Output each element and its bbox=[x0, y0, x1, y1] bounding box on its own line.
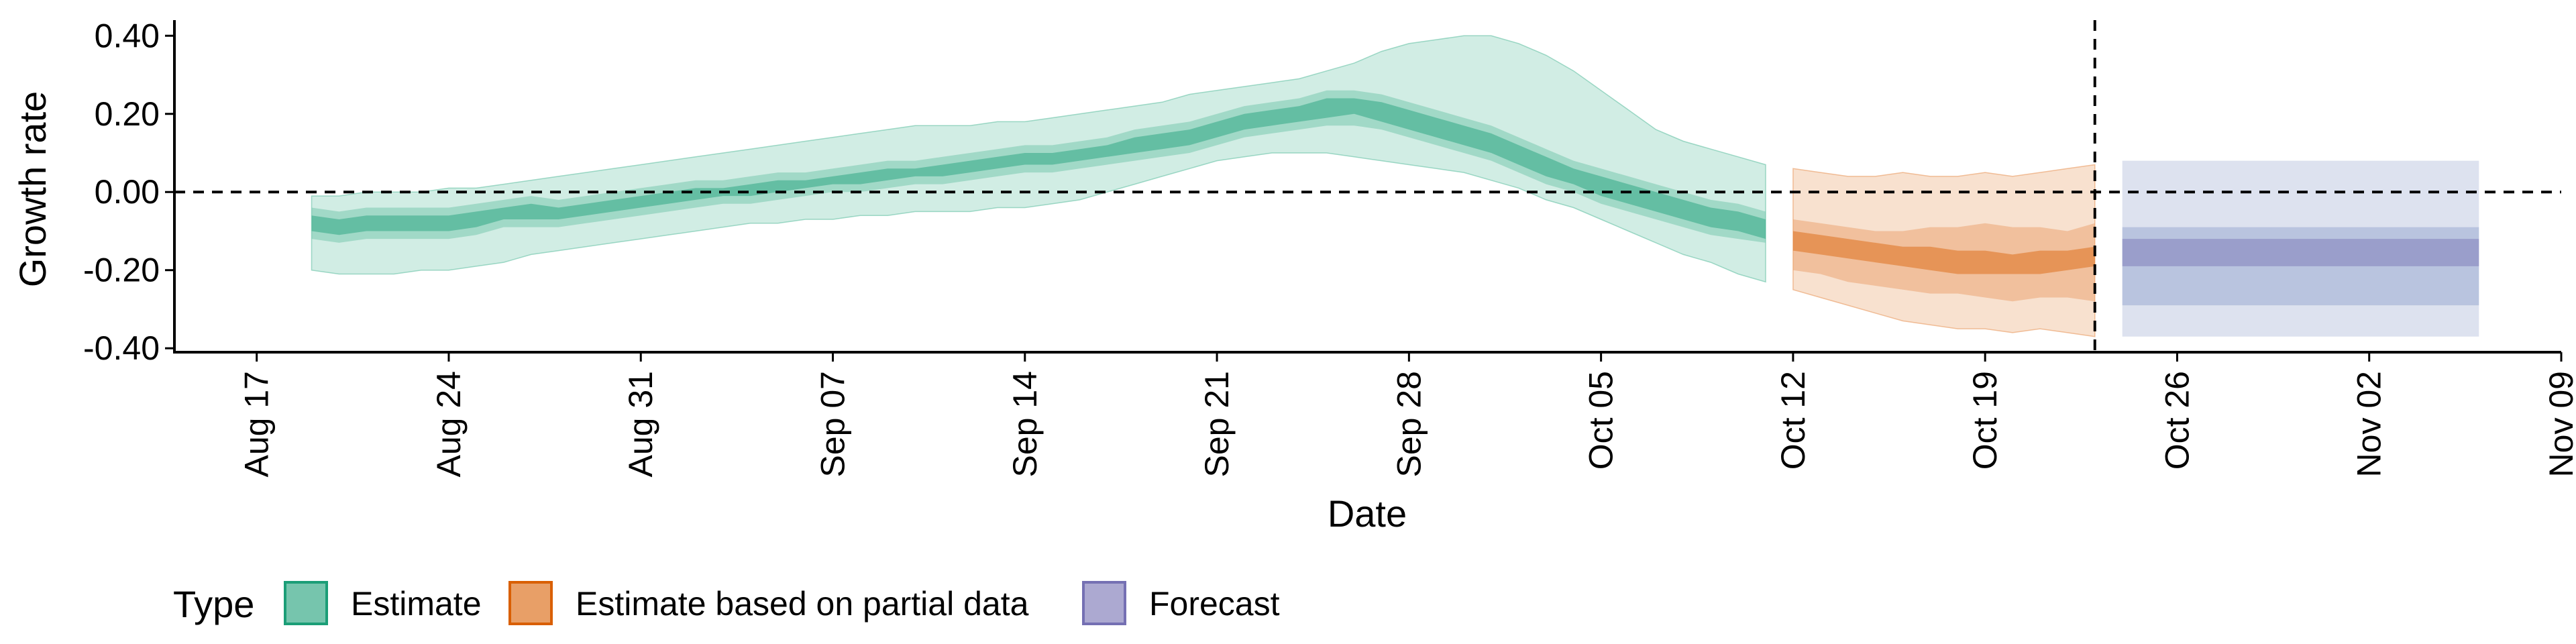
ci-band-inner bbox=[311, 90, 1766, 243]
x-tick-label: Sep 14 bbox=[1006, 371, 1044, 477]
x-tick-label: Oct 12 bbox=[1774, 371, 1812, 470]
y-tick-label: 0.00 bbox=[95, 173, 160, 211]
y-tick-label: -0.20 bbox=[83, 252, 160, 289]
x-tick-label: Nov 09 bbox=[2542, 371, 2576, 477]
legend-swatch bbox=[1082, 581, 1126, 625]
reference-lines bbox=[174, 20, 2561, 352]
legend-item-forecast: Forecast bbox=[1082, 581, 1280, 625]
x-tick-label: Oct 26 bbox=[2158, 371, 2196, 470]
x-tick-label: Nov 02 bbox=[2351, 371, 2388, 477]
y-tick-label: 0.20 bbox=[95, 95, 160, 133]
ci-band-median bbox=[1792, 231, 2095, 274]
x-tick-label: Sep 07 bbox=[814, 371, 852, 477]
legend-item-estimate: Estimate bbox=[284, 581, 482, 625]
ci-band-90-outer bbox=[311, 35, 1766, 283]
ci-band-inner bbox=[1792, 219, 2095, 302]
ci-band-inner bbox=[2122, 227, 2479, 306]
x-tick-label: Aug 24 bbox=[430, 371, 468, 477]
legend-title: Type bbox=[173, 583, 254, 625]
legend: Type Estimate Estimate based on partial d… bbox=[173, 581, 1280, 625]
ci-band-90-outer bbox=[2122, 160, 2479, 337]
legend-label: Estimate based on partial data bbox=[576, 585, 1029, 623]
plot-area bbox=[311, 35, 2479, 337]
axes: -0.40 -0.20 0.00 0.20 0.40 Aug 17 Aug 24 Aug 31… bbox=[83, 17, 2576, 477]
y-tick-label: 0.40 bbox=[95, 17, 160, 54]
x-tick-label: Aug 31 bbox=[622, 371, 659, 477]
x-tick-label: Sep 28 bbox=[1390, 371, 1428, 477]
legend-label: Estimate bbox=[351, 585, 482, 623]
ci-band-median bbox=[311, 98, 1766, 239]
legend-item-estimate-based-on-partial-data: Estimate based on partial data bbox=[508, 581, 1029, 625]
y-axis-title: Growth rate bbox=[11, 91, 54, 288]
legend-swatch bbox=[284, 581, 328, 625]
series-forecast bbox=[2122, 160, 2479, 337]
x-tick-label: Oct 05 bbox=[1582, 371, 1620, 470]
series-estimate bbox=[311, 35, 1766, 283]
x-tick-label: Sep 21 bbox=[1198, 371, 1236, 477]
legend-swatch bbox=[508, 581, 553, 625]
legend-label: Forecast bbox=[1149, 585, 1280, 623]
ci-band-median bbox=[2122, 239, 2479, 266]
ci-band-90-outer bbox=[1792, 164, 2096, 337]
x-tick-label: Aug 17 bbox=[238, 371, 276, 477]
y-tick-label: -0.40 bbox=[83, 329, 160, 367]
x-tick-label: Oct 19 bbox=[1966, 371, 2004, 470]
series-estimate-based-on-partial-data bbox=[1792, 164, 2096, 337]
x-axis-title: Date bbox=[1328, 492, 1407, 535]
